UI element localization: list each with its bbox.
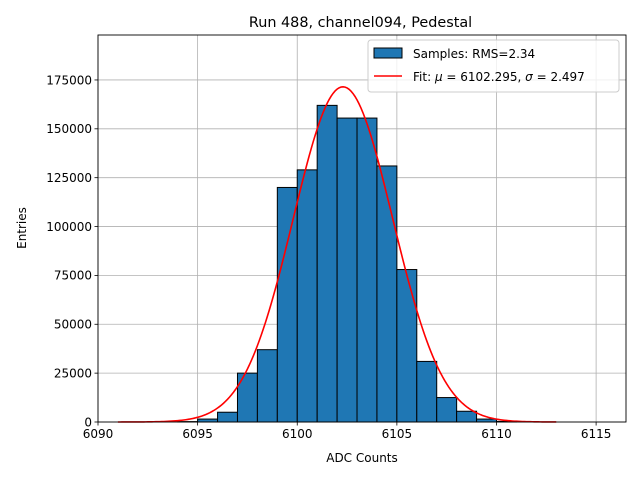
x-tick-label: 6090 (83, 427, 114, 441)
histogram-bar (436, 397, 458, 423)
y-axis: 0 25000 50000 75000 100000 125000 150000 175000 (46, 73, 98, 429)
histogram-bar (416, 360, 438, 423)
x-tick-label: 6095 (182, 427, 213, 441)
legend-box (367, 39, 620, 93)
legend-label-fit: Fit: μ = 6102.295, σ = 2.497 (413, 70, 585, 84)
y-tick-label: 0 (84, 415, 92, 429)
histogram-bar (376, 165, 398, 423)
y-tick-label: 100000 (46, 220, 92, 234)
legend-label-samples: Samples: RMS=2.34 (413, 47, 535, 61)
x-axis-label: ADC Counts (326, 451, 398, 465)
y-tick-label: 175000 (46, 73, 92, 87)
legend: Samples: RMS=2.34 Fit: μ = 6102.295, σ =… (367, 39, 620, 93)
histogram-bar (396, 269, 418, 423)
histogram-bar (456, 410, 478, 423)
x-tick-label: 6110 (481, 427, 512, 441)
x-tick-label: 6105 (382, 427, 413, 441)
histogram-bar (316, 104, 338, 423)
histogram-bar (356, 117, 378, 423)
y-axis-label: Entries (15, 207, 29, 249)
y-tick-label: 150000 (46, 122, 92, 136)
plot-frame (97, 34, 627, 423)
chart-title: Run 488, channel094, Pedestal (249, 15, 472, 31)
gaussian-fit-curve (117, 85, 557, 423)
legend-swatch-samples (373, 47, 403, 59)
x-tick-label: 6115 (581, 427, 612, 441)
histogram-bar (296, 169, 318, 423)
y-tick-label: 25000 (54, 366, 92, 380)
y-tick-label: 50000 (54, 318, 92, 332)
histogram-bar (336, 117, 358, 423)
histogram-bar (217, 411, 238, 423)
y-tick-label: 75000 (54, 269, 92, 283)
x-tick-label: 6100 (282, 427, 313, 441)
x-axis: 6090 6095 6100 6105 6110 6115 (83, 422, 612, 441)
y-tick-label: 125000 (46, 171, 92, 185)
histogram-bars (177, 104, 517, 423)
histogram-bar (256, 349, 278, 423)
histogram-bar (276, 186, 298, 423)
